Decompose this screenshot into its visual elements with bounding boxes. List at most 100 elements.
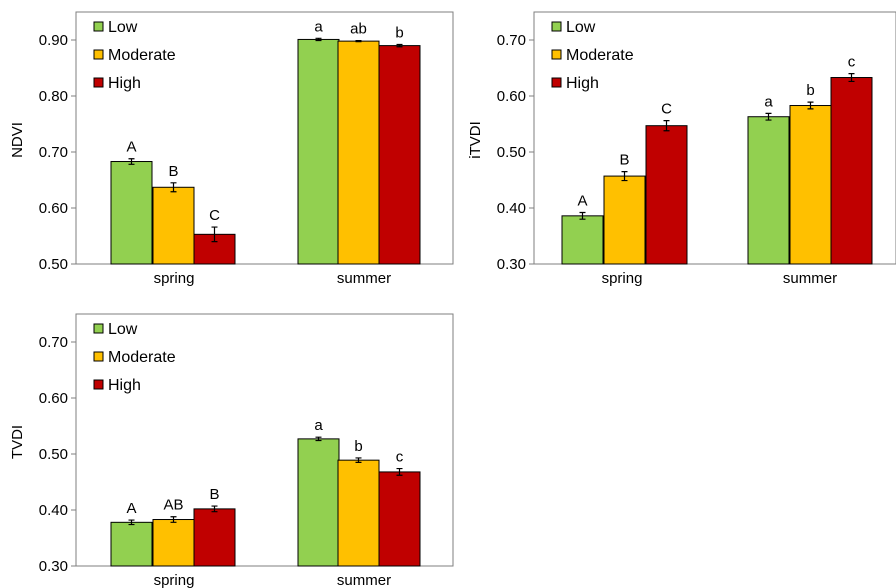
error-bar bbox=[579, 211, 586, 220]
legend-swatch-low bbox=[93, 21, 104, 32]
y-tick-label: 0.60 bbox=[39, 200, 68, 217]
bar-low-spring bbox=[561, 215, 604, 265]
significance-letter: b bbox=[354, 438, 362, 455]
y-axis-label: iTVDI bbox=[467, 121, 484, 159]
x-tick-label-spring: spring bbox=[602, 270, 643, 287]
legend-label-low: Low bbox=[108, 321, 138, 338]
significance-letter: c bbox=[848, 54, 856, 71]
bar-high-summer bbox=[378, 471, 421, 567]
significance-letter: c bbox=[396, 449, 404, 466]
bar-moderate-spring bbox=[603, 175, 646, 265]
bar-high-summer bbox=[378, 45, 421, 265]
plot-frame bbox=[75, 313, 454, 567]
y-tick-label: 0.30 bbox=[39, 558, 68, 575]
error-bar bbox=[170, 516, 177, 523]
plot-frame bbox=[533, 11, 896, 265]
bar-moderate-spring bbox=[152, 519, 195, 567]
significance-letter: A bbox=[577, 192, 587, 209]
y-tick-label: 0.80 bbox=[39, 88, 68, 105]
legend-label-high: High bbox=[108, 75, 141, 92]
legend-swatch-high bbox=[93, 77, 104, 88]
bar-high-spring bbox=[645, 125, 688, 265]
y-tick-label: 0.60 bbox=[497, 88, 526, 105]
significance-letter: C bbox=[209, 207, 220, 224]
bar-low-spring bbox=[110, 521, 153, 567]
significance-letter: A bbox=[126, 139, 136, 156]
significance-letter: A bbox=[126, 500, 136, 517]
error-bar bbox=[355, 457, 362, 463]
bar-high-spring bbox=[193, 508, 236, 567]
error-bar bbox=[315, 436, 322, 442]
significance-letter: B bbox=[168, 163, 178, 180]
legend-swatch-moderate bbox=[93, 351, 104, 362]
y-tick-label: 0.40 bbox=[39, 502, 68, 519]
error-bar bbox=[211, 505, 218, 513]
x-tick-label-summer: summer bbox=[337, 270, 391, 287]
significance-letter: B bbox=[209, 486, 219, 503]
chart-panel-itvdi: 0.30 0.40 0.50 0.60 0.70 iTVDI spring summer Aa L… bbox=[467, 11, 896, 287]
x-tick-label-summer: summer bbox=[783, 270, 837, 287]
legend-swatch-high bbox=[93, 379, 104, 390]
error-bar bbox=[663, 120, 670, 132]
bar-low-summer bbox=[297, 438, 340, 567]
bar-moderate-summer bbox=[337, 40, 380, 265]
bar-low-summer bbox=[747, 116, 790, 265]
significance-letter: a bbox=[764, 93, 773, 110]
legend-label-moderate: Moderate bbox=[566, 47, 634, 64]
significance-letter: a bbox=[314, 417, 323, 434]
error-bar bbox=[807, 101, 814, 110]
bar-moderate-summer bbox=[337, 459, 380, 567]
legend-label-high: High bbox=[108, 377, 141, 394]
significance-letter: b bbox=[395, 24, 403, 41]
y-tick-label: 0.70 bbox=[497, 32, 526, 49]
legend-swatch-high bbox=[551, 77, 562, 88]
significance-letter: B bbox=[619, 152, 629, 169]
legend-label-low: Low bbox=[566, 19, 596, 36]
legend-swatch-moderate bbox=[93, 49, 104, 60]
bar-moderate-summer bbox=[789, 105, 832, 265]
bar-moderate-spring bbox=[152, 186, 195, 265]
y-tick-label: 0.50 bbox=[497, 144, 526, 161]
y-tick-label: 0.90 bbox=[39, 32, 68, 49]
error-bar bbox=[621, 171, 628, 182]
legend-swatch-moderate bbox=[551, 49, 562, 60]
error-bar bbox=[128, 519, 135, 526]
y-tick-label: 0.70 bbox=[39, 334, 68, 351]
x-tick-label-summer: summer bbox=[337, 572, 391, 588]
bar-low-summer bbox=[297, 38, 340, 265]
chart-panel-tvdi: 0.30 0.40 0.50 0.60 0.70 TVDI spring summer Aa Lo… bbox=[9, 313, 454, 588]
y-tick-label: 0.50 bbox=[39, 256, 68, 273]
y-tick-label: 0.60 bbox=[39, 390, 68, 407]
y-axis-label: TVDI bbox=[9, 425, 26, 459]
significance-letter: ab bbox=[350, 21, 367, 38]
legend-label-low: Low bbox=[108, 19, 138, 36]
x-tick-label-spring: spring bbox=[154, 270, 195, 287]
y-tick-label: 0.70 bbox=[39, 144, 68, 161]
error-bar bbox=[396, 467, 403, 476]
legend-swatch-low bbox=[93, 323, 104, 334]
error-bar bbox=[315, 37, 322, 42]
significance-letter: AB bbox=[163, 497, 183, 514]
significance-letter: C bbox=[661, 101, 672, 118]
significance-letter: b bbox=[806, 82, 814, 99]
significance-letter: a bbox=[314, 18, 323, 35]
error-bar bbox=[396, 43, 403, 48]
y-tick-label: 0.30 bbox=[497, 256, 526, 273]
error-bar bbox=[848, 73, 855, 83]
bar-low-spring bbox=[110, 161, 153, 265]
y-tick-label: 0.50 bbox=[39, 446, 68, 463]
legend-label-moderate: Moderate bbox=[108, 47, 176, 64]
error-bar bbox=[170, 182, 177, 193]
error-bar bbox=[128, 158, 135, 165]
x-tick-label-spring: spring bbox=[154, 572, 195, 588]
legend-label-high: High bbox=[566, 75, 599, 92]
error-bar bbox=[211, 226, 218, 243]
plot-frame bbox=[75, 11, 454, 265]
legend-swatch-low bbox=[551, 21, 562, 32]
error-bar bbox=[765, 112, 772, 121]
error-bar bbox=[355, 39, 362, 43]
legend-label-moderate: Moderate bbox=[108, 349, 176, 366]
chart-panel-ndvi: 0.50 0.60 0.70 0.80 0.90 NDVI spring summer Aa Lo… bbox=[9, 11, 454, 287]
y-tick-label: 0.40 bbox=[497, 200, 526, 217]
